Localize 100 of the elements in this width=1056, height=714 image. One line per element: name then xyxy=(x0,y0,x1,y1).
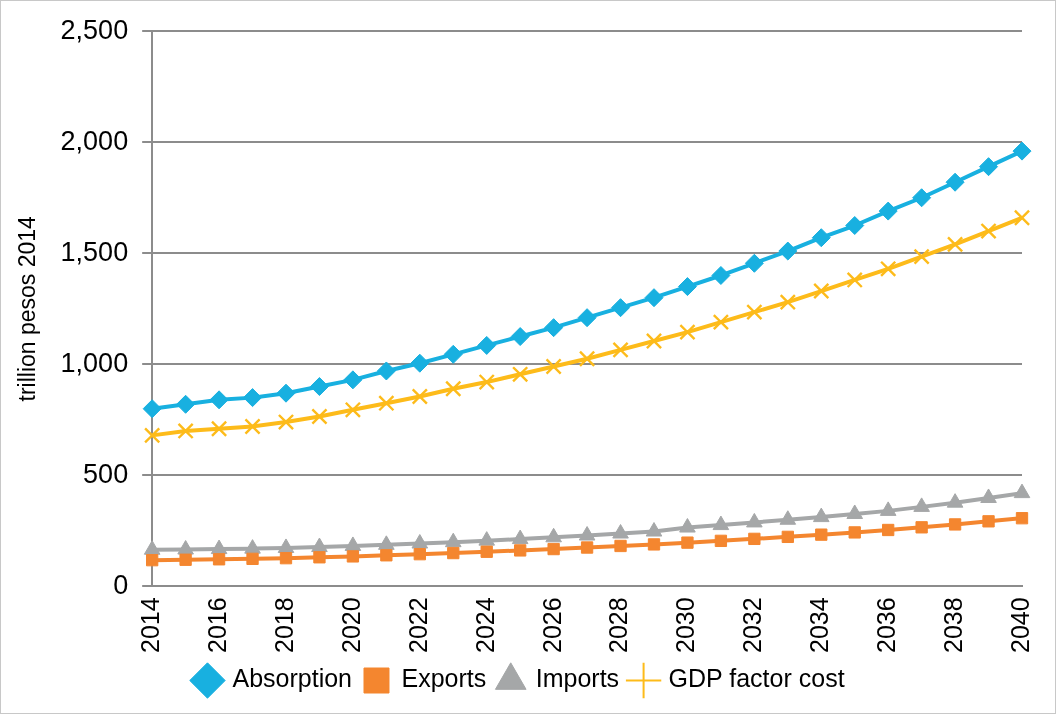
point xyxy=(945,172,965,192)
point xyxy=(378,395,395,412)
x-tick-label: 2028 xyxy=(604,597,633,654)
legend-label: Exports xyxy=(401,664,487,693)
point xyxy=(979,157,999,177)
point xyxy=(445,380,462,397)
point xyxy=(144,427,161,444)
point xyxy=(179,553,192,566)
point xyxy=(313,551,326,564)
point xyxy=(947,236,964,253)
point xyxy=(980,223,997,239)
point xyxy=(1012,141,1032,161)
point xyxy=(848,526,861,539)
point xyxy=(677,277,697,297)
point xyxy=(380,549,393,562)
x-tick-label: 2014 xyxy=(136,597,165,654)
legend-label: GDP factor cost xyxy=(668,664,845,693)
point xyxy=(212,553,226,566)
y-tick-label: 1,000 xyxy=(60,347,129,378)
point xyxy=(477,335,497,355)
x-tick-label: 2024 xyxy=(470,597,499,654)
point xyxy=(444,532,462,548)
x-tick-label: 2020 xyxy=(336,597,365,654)
point xyxy=(577,308,597,328)
point xyxy=(478,374,495,390)
point xyxy=(948,518,962,531)
y-axis-title: trillion pesos 2014 xyxy=(14,215,41,402)
point xyxy=(176,394,196,414)
point xyxy=(177,540,194,555)
y-tick-label: 2,500 xyxy=(60,14,129,45)
point xyxy=(246,552,259,565)
point xyxy=(915,521,928,534)
point xyxy=(647,538,661,551)
point xyxy=(946,493,964,508)
point xyxy=(411,388,428,405)
point xyxy=(744,253,764,273)
point xyxy=(646,333,662,349)
point xyxy=(447,546,460,560)
x-tick-label: 2038 xyxy=(938,597,967,654)
x-tick-label: 2032 xyxy=(738,597,767,654)
legend-label: Absorption xyxy=(232,664,352,693)
point xyxy=(511,529,529,545)
point xyxy=(781,530,794,544)
point xyxy=(378,535,395,550)
point xyxy=(276,383,296,403)
point xyxy=(612,524,629,539)
point xyxy=(510,327,530,347)
point xyxy=(279,552,293,565)
point xyxy=(578,526,596,541)
x-tick-label: 2022 xyxy=(403,597,432,654)
point xyxy=(748,532,761,546)
point xyxy=(376,361,396,381)
point xyxy=(711,265,731,285)
legend-label: Imports xyxy=(535,664,620,693)
point xyxy=(344,401,361,418)
point xyxy=(815,528,828,541)
point xyxy=(514,544,527,557)
point xyxy=(882,523,895,537)
point xyxy=(612,341,629,358)
point xyxy=(579,350,595,367)
point xyxy=(512,366,529,383)
point xyxy=(580,541,594,554)
point xyxy=(177,423,194,439)
point xyxy=(209,390,229,410)
point xyxy=(311,537,328,553)
point xyxy=(410,353,430,373)
point xyxy=(644,288,664,308)
point xyxy=(243,388,263,408)
x-tick-label: 2018 xyxy=(269,597,298,654)
point xyxy=(846,272,863,288)
point xyxy=(210,539,228,555)
point xyxy=(309,377,329,397)
point xyxy=(413,548,426,561)
point xyxy=(344,536,362,551)
point xyxy=(712,314,729,331)
point xyxy=(746,512,763,528)
point xyxy=(679,518,696,533)
point xyxy=(912,188,932,208)
point xyxy=(478,531,496,546)
point xyxy=(913,497,930,512)
y-tick-label: 2,000 xyxy=(60,125,129,156)
point xyxy=(244,418,261,435)
point xyxy=(812,507,830,523)
point xyxy=(211,420,227,437)
point xyxy=(645,522,663,537)
point xyxy=(811,228,831,248)
point xyxy=(544,318,564,338)
point xyxy=(443,344,463,364)
x-tick-label: 2016 xyxy=(202,597,231,654)
x-tick-label: 2036 xyxy=(872,597,901,654)
point xyxy=(1015,512,1029,525)
point xyxy=(880,260,897,277)
point xyxy=(846,504,864,519)
point xyxy=(545,527,562,543)
point xyxy=(679,324,696,341)
y-tick-label: 500 xyxy=(83,458,129,489)
point xyxy=(480,545,493,558)
x-tick-label: 2040 xyxy=(1005,597,1034,654)
point xyxy=(346,550,360,563)
y-tick-label: 0 xyxy=(113,569,129,600)
